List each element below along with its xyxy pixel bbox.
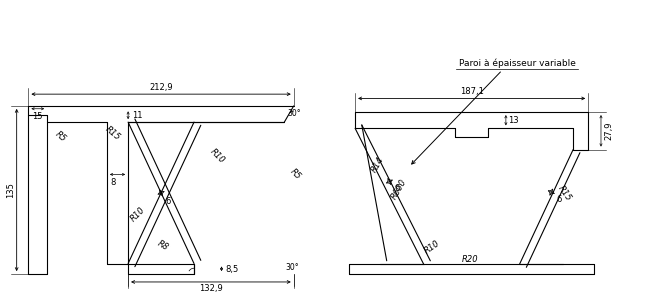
Text: 8,5: 8,5 — [225, 265, 238, 274]
Text: R600: R600 — [389, 178, 408, 201]
Text: R5: R5 — [289, 167, 303, 182]
Text: R20: R20 — [461, 255, 478, 264]
Text: 135: 135 — [6, 182, 15, 198]
Text: 30°: 30° — [288, 109, 301, 118]
Text: R8: R8 — [156, 239, 170, 252]
Text: 13: 13 — [508, 116, 519, 125]
Text: Paroi à épaisseur variable: Paroi à épaisseur variable — [459, 59, 576, 68]
Text: 30°: 30° — [285, 263, 299, 272]
Text: 6: 6 — [556, 195, 562, 204]
Text: R5: R5 — [53, 130, 68, 144]
Text: R10: R10 — [209, 147, 227, 165]
Text: 11: 11 — [132, 111, 143, 120]
Text: 8: 8 — [110, 178, 116, 187]
Text: 27,9: 27,9 — [604, 122, 613, 140]
Text: 6: 6 — [165, 197, 170, 206]
Text: 15: 15 — [32, 112, 42, 121]
Text: 212,9: 212,9 — [149, 83, 173, 92]
Text: R15: R15 — [556, 184, 573, 202]
Text: R10: R10 — [129, 205, 147, 223]
Text: 6: 6 — [394, 184, 400, 194]
Text: 187,1: 187,1 — [460, 87, 484, 96]
Text: R10: R10 — [423, 238, 442, 255]
Text: R15: R15 — [104, 125, 122, 142]
Text: R14: R14 — [370, 155, 385, 174]
Text: 132,9: 132,9 — [199, 284, 223, 293]
